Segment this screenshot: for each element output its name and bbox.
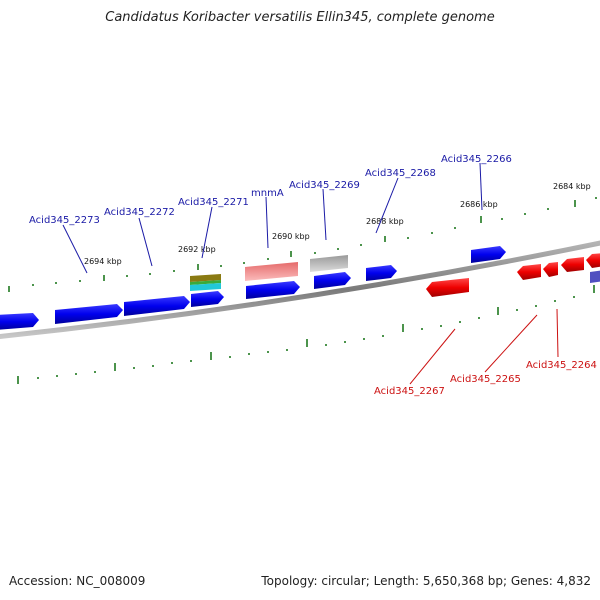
gene-label[interactable]: Acid345_2273 [29, 215, 100, 226]
gene-label[interactable]: Acid345_2265 [450, 374, 521, 385]
gene-arrow[interactable] [471, 246, 506, 263]
plus-callouts [62, 162, 483, 274]
gene-label[interactable]: mnmA [251, 188, 284, 199]
gene-arrow[interactable] [191, 291, 224, 307]
trna-feature[interactable] [190, 274, 221, 282]
gene-label[interactable]: Acid345_2268 [365, 168, 436, 179]
minus-strand-genes [426, 253, 600, 297]
gene-label[interactable]: Acid345_2269 [289, 180, 360, 191]
gene-arrow[interactable] [586, 253, 600, 268]
accession-text: Accession: NC_008009 [9, 574, 146, 588]
gene-arrow[interactable] [124, 296, 190, 316]
gene-arrow[interactable] [366, 265, 397, 281]
rna-feature-mnmA[interactable] [245, 262, 298, 281]
trna-feature[interactable] [190, 283, 221, 291]
trna-feature[interactable] [190, 280, 221, 285]
map-title: Candidatus Koribacter versatilis Ellin34… [105, 10, 495, 25]
gene-arrow[interactable] [543, 262, 558, 277]
gene-label[interactable]: Acid345_2266 [441, 154, 512, 165]
pseudo-gene-feature[interactable] [310, 255, 348, 272]
gene-label[interactable]: Acid345_2264 [526, 360, 597, 371]
scale-label: 2688 kbp [366, 217, 404, 226]
gene-arrow[interactable] [590, 270, 600, 283]
genome-summary-text: Topology: circular; Length: 5,650,368 bp… [261, 574, 591, 588]
gene-label[interactable]: Acid345_2271 [178, 197, 249, 208]
gene-arrow[interactable] [246, 281, 300, 299]
inner-scale-ticks [17, 285, 595, 384]
gene-arrow[interactable] [55, 304, 123, 324]
gene-arrow[interactable] [0, 313, 39, 330]
gene-arrow[interactable] [561, 257, 584, 272]
gene-label[interactable]: Acid345_2272 [104, 207, 175, 218]
scale-label: 2692 kbp [178, 245, 216, 254]
minus-callouts [409, 308, 559, 385]
gene-arrow[interactable] [517, 264, 541, 280]
genome-backbone [0, 240, 600, 339]
scale-label: 2694 kbp [84, 257, 122, 266]
feature-blocks [190, 255, 348, 291]
plus-strand-genes [0, 246, 600, 330]
scale-label: 2690 kbp [272, 232, 310, 241]
scale-label: 2686 kbp [460, 200, 498, 209]
gene-arrow[interactable] [314, 272, 351, 289]
scale-label: 2684 kbp [553, 182, 591, 191]
gene-label[interactable]: Acid345_2267 [374, 386, 445, 397]
gene-arrow[interactable] [426, 278, 469, 297]
outer-scale-ticks [8, 197, 597, 292]
